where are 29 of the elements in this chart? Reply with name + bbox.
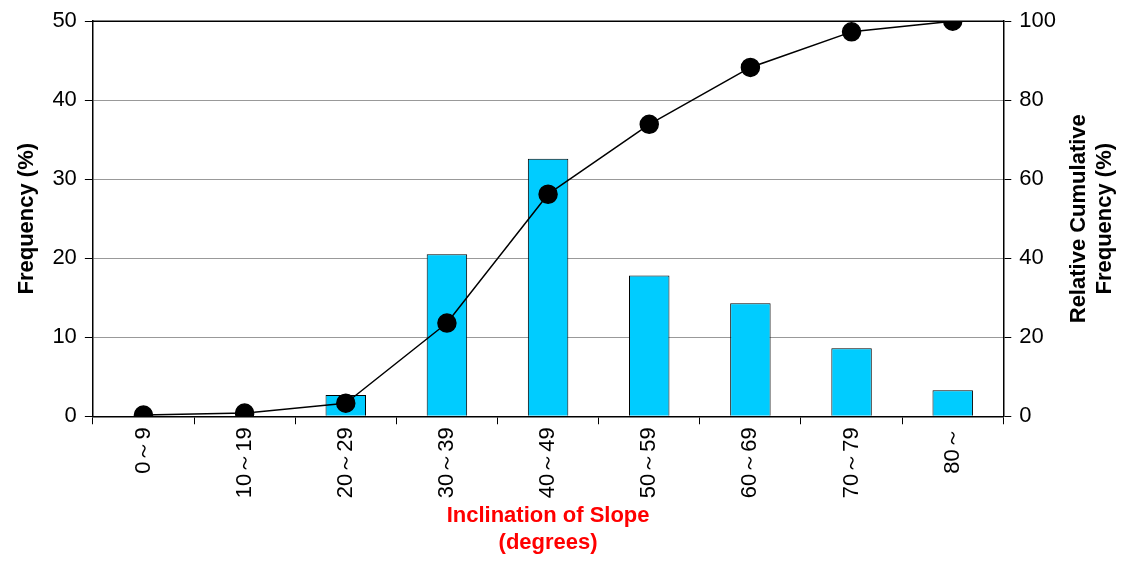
y2-tick-label: 60 (1019, 165, 1044, 191)
y2-tick-label: 40 (1019, 244, 1044, 270)
y2-tick-label: 0 (1019, 402, 1032, 428)
y-tick-label: 10 (52, 323, 77, 349)
point (740, 57, 761, 78)
point (639, 114, 659, 135)
x-tick-label: 60～69 (736, 427, 762, 499)
x-tick-label: 40～49 (534, 427, 560, 499)
y-tick-label: 30 (52, 165, 77, 191)
y-tick-label: 20 (52, 244, 77, 270)
y2-tick-label: 20 (1019, 323, 1044, 349)
y-tick-label: 50 (52, 7, 77, 33)
x-axis-title: Inclination of Slope (degrees) (446, 502, 650, 554)
x-tick-label: 30～39 (432, 427, 458, 499)
x-tick-label: 80～ (938, 427, 964, 474)
y2-axis-title: Relative Cumulative Frequency (%) (1065, 114, 1117, 324)
x-tick-label: 50～59 (635, 427, 661, 499)
x-tick-label: 10～19 (230, 427, 256, 499)
x-tick-label: 0～9 (129, 427, 155, 474)
y2-tick-label: 100 (1019, 7, 1057, 33)
x-tick-label: 20～29 (331, 427, 357, 499)
y-tick-label: 0 (64, 402, 77, 428)
point (437, 313, 457, 333)
point (538, 184, 558, 204)
y2-tick-label: 80 (1019, 86, 1044, 112)
y-tick-label: 40 (52, 86, 77, 112)
x-tick-label: 70～79 (837, 427, 863, 499)
point (841, 22, 862, 42)
y-axis-title: Frequency (%) (13, 142, 39, 295)
